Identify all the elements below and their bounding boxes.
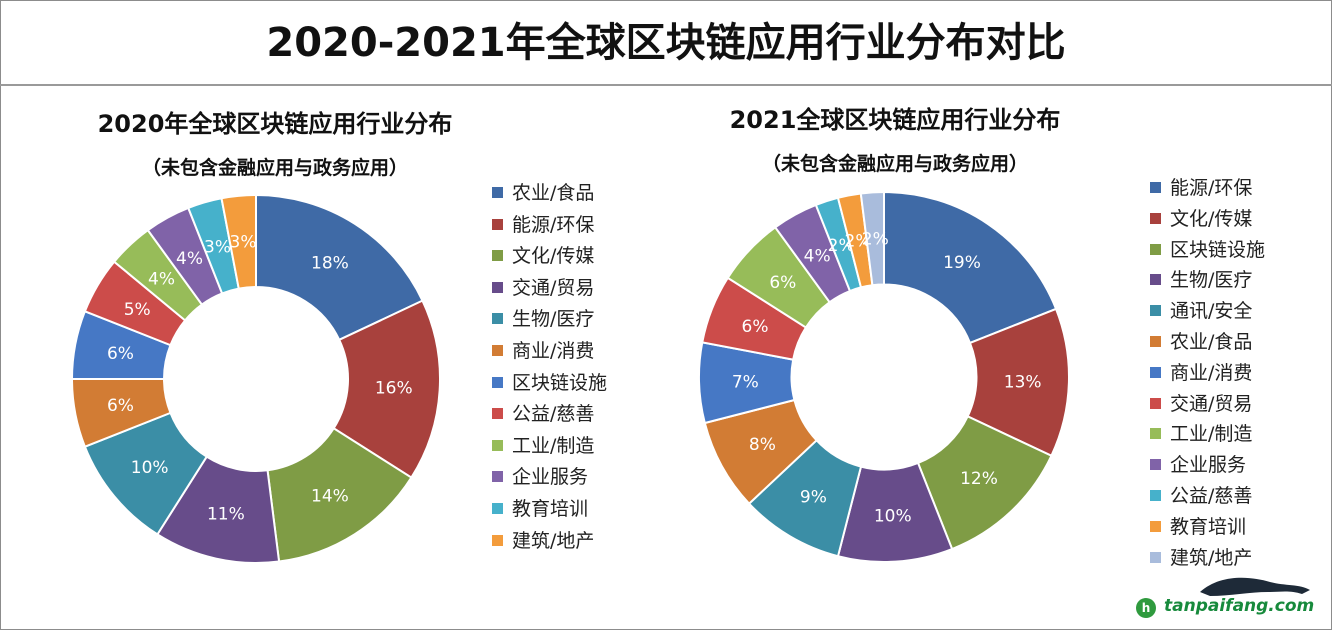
chart2-legend: 能源/环保文化/传媒区块链设施生物/医疗通讯/安全农业/食品商业/消费交通/贸易… — [1150, 176, 1300, 576]
chart2-data-label-2: 12% — [960, 469, 998, 489]
chart2-legend-swatch — [1150, 336, 1161, 347]
chart2-legend-label: 文化/传媒 — [1170, 207, 1253, 230]
chart2-legend-swatch — [1150, 551, 1161, 563]
chart1-legend-swatch — [492, 503, 503, 514]
chart1-legend-label: 企业服务 — [512, 466, 589, 489]
chart1-legend-swatch — [492, 281, 503, 293]
chart2-subtitle: （未包含金融应用与政务应用） — [761, 153, 1028, 175]
chart2-data-label-0: 19% — [943, 253, 981, 273]
chart1-legend-label: 工业/制造 — [512, 434, 595, 457]
chart1-slice-1 — [332, 299, 441, 479]
chart1-slice-0 — [255, 193, 424, 342]
chart1-data-label-7: 5% — [124, 300, 151, 320]
chart2-legend-swatch — [1150, 397, 1161, 409]
chart2-data-label-1: 13% — [1004, 372, 1042, 392]
chart2-slice-12 — [859, 190, 885, 287]
chart1-legend-swatch — [492, 187, 503, 198]
chart2-data-label-10: 2% — [828, 236, 855, 256]
chart1-data-label-6: 6% — [107, 344, 134, 364]
chart1-legend-swatch — [492, 250, 503, 262]
chart1-legend-label: 能源/环保 — [512, 213, 595, 236]
chart2-data-label-3: 10% — [874, 506, 912, 526]
chart2-legend-swatch — [1150, 520, 1161, 532]
chart2-legend-swatch — [1150, 428, 1161, 440]
page-title: 2020-2021年全球区块链应用行业分布对比 — [0, 0, 1332, 86]
chart2-data-label-4: 9% — [800, 487, 827, 507]
chart2-legend-label: 能源/环保 — [1170, 177, 1253, 199]
chart1-donut: 18%16%14%11%10%6%6%5%4%4%3%3% — [70, 193, 441, 564]
chart1-data-label-11: 3% — [230, 233, 257, 253]
chart2-legend-label: 交通/贸易 — [1170, 392, 1253, 415]
chart1-legend-swatch — [492, 218, 503, 230]
chart1-slice-11 — [220, 193, 257, 290]
chart2-title: 2021全球区块链应用行业分布 — [729, 106, 1061, 134]
chart2-legend-swatch — [1150, 274, 1161, 286]
chart2-data-label-8: 6% — [769, 273, 796, 293]
chart2-donut: 19%13%12%10%9%8%7%6%6%4%2%2%2% — [698, 190, 1070, 563]
chart1-legend-label: 公益/慈善 — [512, 403, 595, 426]
chart1-legend-swatch — [492, 439, 503, 451]
chart1-legend-label: 文化/传媒 — [512, 245, 595, 268]
chart2-data-label-6: 7% — [732, 372, 759, 392]
chart2-legend-swatch — [1150, 305, 1161, 317]
chart1-data-label-1: 16% — [375, 379, 413, 399]
watermark: h tanpaifang.com — [1130, 570, 1330, 626]
chart2-data-label-12: 2% — [862, 230, 889, 250]
leopard-logo-icon — [1200, 577, 1310, 596]
chart2-legend-label: 工业/制造 — [1170, 423, 1253, 446]
chart2-legend-swatch — [1150, 182, 1161, 193]
chart1-legend-label: 教育培训 — [512, 498, 589, 520]
chart1-subtitle: （未包含金融应用与政务应用） — [141, 157, 408, 179]
chart1-data-label-4: 10% — [131, 458, 169, 478]
chart2-legend-label: 商业/消费 — [1170, 361, 1253, 384]
chart1-legend-label: 交通/贸易 — [512, 276, 595, 299]
chart1-legend-label: 商业/消费 — [512, 340, 595, 362]
chart1-data-label-10: 3% — [204, 237, 231, 257]
chart2-legend-label: 建筑/地产 — [1170, 546, 1253, 569]
chart1-data-label-8: 4% — [148, 269, 175, 289]
chart1-data-label-3: 11% — [207, 505, 245, 525]
chart2-legend-label: 生物/医疗 — [1170, 269, 1253, 292]
chart2-legend-swatch — [1150, 366, 1161, 378]
chart2-legend-label: 农业/食品 — [1170, 331, 1253, 353]
chart1-legend-swatch — [492, 313, 503, 325]
chart2-legend-swatch — [1150, 212, 1161, 224]
watermark-logo-icon: h — [1136, 598, 1156, 618]
chart2-data-label-7: 6% — [742, 317, 769, 337]
chart2-data-label-5: 8% — [749, 435, 776, 455]
chart2-legend-label: 教育培训 — [1170, 515, 1247, 538]
chart1-legend-label: 区块链设施 — [512, 371, 608, 394]
chart2-slice-0 — [883, 190, 1058, 345]
chart2-legend-label: 通讯/安全 — [1170, 300, 1253, 323]
chart2-legend-label: 公益/慈善 — [1170, 485, 1253, 507]
watermark-text: tanpaifang.com — [1164, 596, 1315, 616]
chart1-legend-label: 农业/食品 — [512, 182, 595, 204]
chart2-legend-label: 区块链设施 — [1170, 238, 1266, 261]
chart1-legend-swatch — [492, 534, 503, 546]
chart2-legend-label: 企业服务 — [1170, 454, 1247, 477]
chart1-legend-label: 生物/医疗 — [512, 308, 595, 331]
chart2-data-label-11: 2% — [845, 232, 872, 252]
chart1-legend-swatch — [492, 471, 503, 483]
chart2-legend-swatch — [1150, 490, 1161, 501]
chart1-legend-swatch — [492, 376, 503, 388]
chart1-legend-swatch — [492, 408, 503, 420]
chart2-data-label-9: 4% — [804, 246, 831, 266]
chart1-legend-label: 建筑/地产 — [512, 529, 595, 552]
chart1-data-label-5: 6% — [107, 396, 134, 416]
chart2-legend-swatch — [1150, 243, 1161, 255]
chart1-title: 2020年全球区块链应用行业分布 — [97, 110, 453, 138]
chart1-data-label-0: 18% — [311, 253, 349, 273]
chart1-data-label-9: 4% — [176, 249, 203, 269]
chart1-legend-swatch — [492, 345, 503, 356]
chart2-legend-swatch — [1150, 459, 1161, 471]
chart1-data-label-2: 14% — [311, 487, 349, 507]
chart1-legend: 农业/食品能源/环保文化/传媒交通/贸易生物/医疗商业/消费区块链设施公益/慈善… — [492, 181, 632, 561]
